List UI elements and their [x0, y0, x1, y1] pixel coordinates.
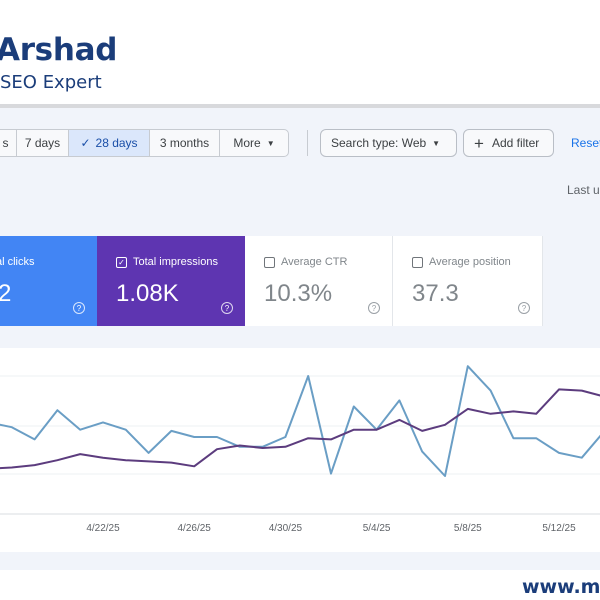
total-impressions-header: ✓ Total impressions	[116, 256, 218, 268]
date-range-partial[interactable]: s	[0, 130, 17, 156]
checkbox-checked-icon[interactable]: ✓	[116, 256, 127, 268]
help-icon[interactable]: ?	[73, 302, 85, 314]
performance-chart-svg: 254/22/254/26/254/30/255/4/255/8/255/12/…	[0, 365, 600, 534]
total-impressions-value: 1.08K	[116, 280, 179, 307]
reset-link[interactable]: Reset	[571, 136, 600, 150]
average-ctr-label: Average CTR	[281, 256, 348, 268]
help-icon[interactable]: ?	[518, 302, 530, 314]
help-icon[interactable]: ?	[221, 302, 233, 314]
date-range-28-days-label: 28 days	[95, 136, 138, 150]
total-clicks-label: al clicks	[0, 256, 35, 268]
search-console-panel: s 7 days ✓ 28 days 3 months More ▼ Searc…	[0, 108, 600, 570]
x-tick-label: 4/22/25	[86, 523, 120, 534]
check-icon: ✓	[80, 136, 91, 150]
toolbar-divider	[307, 130, 308, 156]
add-filter-button[interactable]: + Add filter	[463, 129, 554, 157]
performance-chart: 254/22/254/26/254/30/255/4/255/8/255/12/…	[0, 348, 600, 552]
metric-card-total-clicks[interactable]: al clicks 2 ?	[0, 236, 97, 326]
average-position-value: 37.3	[412, 280, 459, 307]
average-ctr-value: 10.3%	[264, 280, 333, 307]
website-url: www.m	[522, 576, 600, 598]
date-range-segmented: s 7 days ✓ 28 days 3 months More ▼	[0, 129, 289, 157]
metric-card-total-impressions[interactable]: ✓ Total impressions 1.08K ?	[97, 236, 245, 326]
average-position-header: Average position	[412, 256, 511, 268]
help-icon[interactable]: ?	[368, 302, 380, 314]
total-impressions-label: Total impressions	[133, 256, 218, 268]
footer	[0, 570, 600, 600]
plus-icon: +	[474, 133, 484, 153]
more-dropdown[interactable]: More ▼	[220, 130, 288, 156]
x-tick-label: 5/12/25	[542, 523, 576, 534]
filter-toolbar: s 7 days ✓ 28 days 3 months More ▼ Searc…	[0, 108, 600, 180]
branding-header: Arshad SEO Expert	[0, 0, 600, 104]
date-range-7-days[interactable]: 7 days	[17, 130, 69, 156]
date-range-28-days[interactable]: ✓ 28 days	[69, 130, 150, 156]
caret-down-icon: ▼	[432, 138, 441, 148]
average-ctr-header: Average CTR	[264, 256, 347, 268]
add-filter-label: Add filter	[491, 136, 540, 150]
checkbox-unchecked-icon[interactable]	[412, 256, 423, 268]
series-line-light	[0, 365, 600, 477]
average-position-label: Average position	[429, 256, 511, 268]
x-tick-label: 4/26/25	[178, 523, 212, 534]
last-updated-text: Last u	[567, 183, 600, 197]
brand-name: Arshad	[0, 32, 118, 68]
total-clicks-value: 2	[0, 280, 12, 307]
metric-card-average-ctr[interactable]: Average CTR 10.3% ?	[245, 236, 393, 326]
caret-down-icon: ▼	[266, 138, 275, 148]
x-tick-label: 4/30/25	[269, 523, 303, 534]
brand-subtitle: SEO Expert	[0, 72, 102, 93]
series-line-dark	[0, 388, 600, 470]
date-range-3-months[interactable]: 3 months	[150, 130, 220, 156]
checkbox-unchecked-icon[interactable]	[264, 256, 275, 268]
x-tick-label: 5/4/25	[363, 523, 391, 534]
search-type-dropdown[interactable]: Search type: Web ▼	[320, 129, 457, 157]
x-tick-label: 5/8/25	[454, 523, 482, 534]
search-type-label: Search type: Web	[331, 136, 427, 150]
metric-card-average-position[interactable]: Average position 37.3 ?	[393, 236, 543, 326]
more-label: More	[233, 136, 261, 150]
